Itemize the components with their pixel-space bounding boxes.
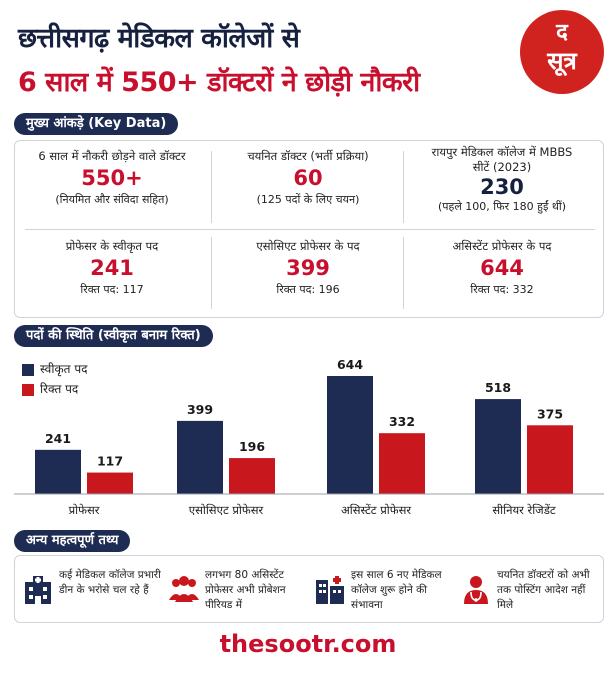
stat-value: 60 — [293, 166, 323, 190]
bar-chart: 241 117 प्रोफेसर 399 196 एसोसिएट प्रोफेसर 644 3… — [14, 357, 604, 517]
stat-value: 230 — [480, 175, 524, 199]
category-label: प्रोफेसर — [69, 503, 100, 517]
stat-value: 644 — [480, 256, 524, 280]
facts-heading: अन्य महत्वपूर्ण तथ्य — [14, 530, 131, 552]
stat-label: प्रोफेसर के स्वीकृत पद — [65, 239, 159, 253]
stat-cell: एसोसिएट प्रोफेसर के पद 399 रिक्त पद: 196 — [213, 239, 403, 297]
stat-cell: असिस्टेंट प्रोफेसर के पद 644 रिक्त पद: 3… — [407, 239, 597, 297]
fact-text: इस साल 6 नए मेडिकल कॉलेज शुरू होने की सं… — [351, 569, 442, 611]
page-title-line1: छत्तीसगढ़ मेडिकल कॉलेजों से — [18, 23, 300, 54]
doctor-icon — [464, 576, 488, 604]
brand-logo: द सूत्र — [520, 10, 604, 94]
legend-swatch — [22, 383, 34, 396]
fact-text: लगभग 80 असिस्टेंट प्रोफेसर अभी प्रोबेशन … — [205, 569, 286, 611]
bar-vacant — [87, 472, 133, 494]
bar-sanctioned — [475, 399, 521, 494]
logo-text-bottom: सूत्र — [547, 47, 577, 75]
group-icon — [169, 576, 199, 602]
stat-label: चयनित डॉक्टर (भर्ती प्रक्रिया) — [247, 149, 369, 163]
hospital-icon — [25, 576, 51, 604]
fact-item: कई मेडिकल कॉलेज प्रभारी डीन के भरोसे चल … — [19, 562, 161, 618]
bar-value-label: 241 — [45, 431, 71, 446]
category-label: एसोसिएट प्रोफेसर — [189, 503, 264, 517]
bar-value-label: 117 — [97, 454, 123, 469]
stat-value: 550+ — [81, 166, 143, 190]
fact-text: कई मेडिकल कॉलेज प्रभारी डीन के भरोसे चल … — [59, 569, 161, 596]
stat-cell: 6 साल में नौकरी छोड़ने वाले डॉक्टर 550+ … — [17, 149, 207, 207]
bar-vacant — [527, 425, 573, 494]
legend-label: स्वीकृत पद — [40, 362, 88, 376]
bar-vacant — [379, 433, 425, 494]
stat-label: 6 साल में नौकरी छोड़ने वाले डॉक्टर — [38, 149, 186, 163]
stat-sub: रिक्त पद: 332 — [470, 283, 534, 296]
legend-swatch — [22, 363, 34, 376]
stat-label: रायपुर मेडिकल कॉलेज में MBBS सीटें (2023… — [431, 145, 573, 174]
bar-value-label: 196 — [239, 439, 265, 454]
divider — [403, 237, 404, 309]
divider — [25, 229, 595, 230]
key-data-card: 6 साल में नौकरी छोड़ने वाले डॉक्टर 550+ … — [14, 140, 604, 318]
stat-cell: चयनित डॉक्टर (भर्ती प्रक्रिया) 60 (125 प… — [213, 149, 403, 207]
legend-item: रिक्त पद — [22, 380, 78, 397]
divider — [403, 151, 404, 223]
bar-value-label: 399 — [187, 402, 213, 417]
stat-value: 241 — [90, 256, 134, 280]
stat-sub: (125 पदों के लिए चयन) — [256, 193, 360, 206]
stat-value: 399 — [286, 256, 330, 280]
category-label: सीनियर रेजिडेंट — [492, 503, 556, 517]
site-url: thesootr.com — [219, 630, 397, 658]
stat-sub: रिक्त पद: 117 — [80, 283, 144, 296]
bar-vacant — [229, 458, 275, 494]
bar-value-label: 518 — [485, 380, 511, 395]
stat-label: असिस्टेंट प्रोफेसर के पद — [452, 239, 552, 253]
page-title-line2: 6 साल में 550+ डॉक्टरों ने छोड़ी नौकरी — [18, 67, 420, 98]
divider — [211, 151, 212, 223]
fact-text: चयनित डॉक्टरों को अभी तक पोस्टिंग आदेश न… — [497, 569, 590, 611]
stat-sub: रिक्त पद: 196 — [276, 283, 340, 296]
bar-sanctioned — [35, 449, 81, 494]
legend-label: रिक्त पद — [40, 382, 79, 396]
divider — [211, 237, 212, 309]
fact-item: लगभग 80 असिस्टेंट प्रोफेसर अभी प्रोबेशन … — [165, 562, 305, 618]
bar-value-label: 644 — [337, 357, 363, 372]
stat-label: एसोसिएट प्रोफेसर के पद — [256, 239, 360, 253]
bar-sanctioned — [327, 376, 373, 494]
category-label: असिस्टेंट प्रोफेसर — [341, 503, 411, 517]
bar-sanctioned — [177, 420, 223, 494]
fact-item: चयनित डॉक्टरों को अभी तक पोस्टिंग आदेश न… — [457, 562, 597, 618]
stat-sub: (पहले 100, फिर 180 हुईं थीं) — [437, 200, 567, 213]
bar-value-label: 332 — [389, 414, 415, 429]
chart-heading: पदों की स्थिति (स्वीकृत बनाम रिक्त) — [14, 325, 213, 347]
legend-item: स्वीकृत पद — [22, 360, 88, 377]
logo-text-top: द — [556, 20, 568, 45]
fact-item: इस साल 6 नए मेडिकल कॉलेज शुरू होने की सं… — [311, 562, 451, 618]
facts-panel: कई मेडिकल कॉलेज प्रभारी डीन के भरोसे चल … — [14, 555, 604, 623]
key-data-heading: मुख्य आंकड़े (Key Data) — [14, 113, 179, 135]
building-icon — [316, 576, 344, 604]
stat-sub: (नियमित और संविदा सहित) — [55, 193, 169, 206]
bar-value-label: 375 — [537, 406, 563, 421]
stat-cell: प्रोफेसर के स्वीकृत पद 241 रिक्त पद: 117 — [17, 239, 207, 297]
stat-cell: रायपुर मेडिकल कॉलेज में MBBS सीटें (2023… — [407, 145, 597, 214]
